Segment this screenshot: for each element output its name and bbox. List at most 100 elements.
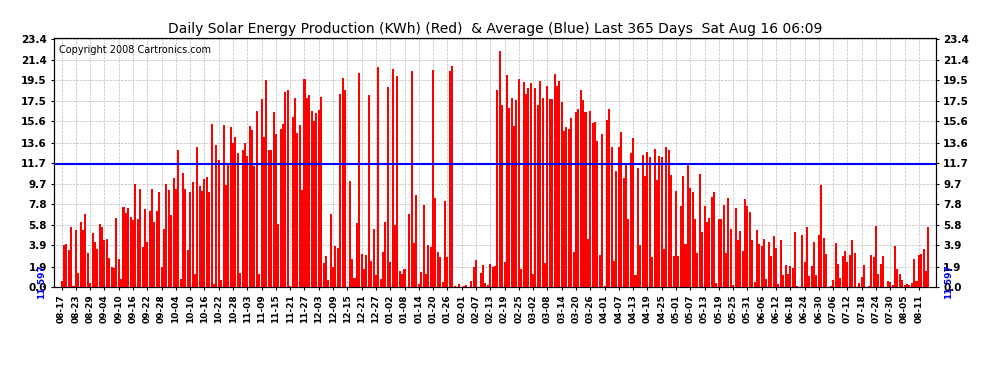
Bar: [813, 242, 815, 287]
Bar: [408, 214, 410, 287]
Bar: [551, 99, 553, 287]
Text: 11.597: 11.597: [37, 264, 46, 299]
Bar: [199, 186, 201, 287]
Bar: [344, 90, 346, 287]
Bar: [160, 267, 162, 287]
Bar: [868, 286, 870, 287]
Bar: [360, 254, 362, 287]
Bar: [330, 214, 332, 287]
Bar: [244, 144, 246, 287]
Bar: [537, 105, 539, 287]
Bar: [82, 230, 84, 287]
Bar: [706, 222, 708, 287]
Bar: [458, 284, 460, 287]
Bar: [806, 227, 808, 287]
Bar: [746, 206, 748, 287]
Bar: [392, 69, 394, 287]
Bar: [889, 282, 891, 287]
Bar: [258, 274, 260, 287]
Bar: [882, 256, 884, 287]
Bar: [318, 110, 320, 287]
Bar: [816, 275, 818, 287]
Bar: [725, 254, 727, 287]
Bar: [520, 269, 522, 287]
Bar: [130, 217, 132, 287]
Bar: [877, 274, 879, 287]
Bar: [887, 281, 889, 287]
Bar: [453, 286, 455, 287]
Bar: [830, 286, 832, 287]
Bar: [225, 185, 227, 287]
Bar: [928, 226, 930, 287]
Bar: [670, 175, 672, 287]
Bar: [875, 226, 877, 287]
Bar: [644, 176, 646, 287]
Bar: [191, 182, 194, 287]
Bar: [653, 149, 655, 287]
Bar: [404, 269, 406, 287]
Bar: [125, 213, 127, 287]
Bar: [632, 138, 635, 287]
Bar: [718, 219, 720, 287]
Bar: [472, 267, 474, 287]
Bar: [892, 285, 894, 287]
Bar: [684, 243, 686, 287]
Bar: [446, 257, 448, 287]
Bar: [240, 273, 242, 287]
Bar: [665, 147, 667, 287]
Bar: [748, 212, 750, 287]
Bar: [630, 153, 632, 287]
Bar: [858, 283, 860, 287]
Bar: [763, 239, 765, 287]
Bar: [96, 249, 98, 287]
Bar: [553, 74, 555, 287]
Bar: [211, 124, 213, 287]
Bar: [572, 252, 574, 287]
Bar: [75, 230, 77, 287]
Bar: [235, 137, 237, 287]
Bar: [863, 265, 865, 287]
Bar: [568, 129, 570, 287]
Bar: [475, 260, 477, 287]
Bar: [482, 265, 484, 287]
Bar: [70, 227, 72, 287]
Bar: [909, 285, 911, 287]
Bar: [87, 253, 89, 287]
Bar: [594, 122, 596, 287]
Bar: [177, 150, 179, 287]
Bar: [420, 272, 422, 287]
Bar: [740, 231, 742, 287]
Bar: [651, 256, 653, 287]
Bar: [733, 285, 735, 287]
Bar: [628, 219, 630, 287]
Bar: [713, 192, 715, 287]
Bar: [544, 263, 546, 287]
Bar: [260, 99, 262, 287]
Bar: [323, 263, 325, 287]
Bar: [758, 243, 760, 287]
Bar: [784, 265, 786, 287]
Bar: [542, 98, 544, 287]
Bar: [399, 271, 401, 287]
Bar: [111, 267, 113, 287]
Bar: [548, 99, 550, 287]
Bar: [272, 112, 274, 287]
Bar: [596, 141, 598, 287]
Bar: [618, 147, 620, 287]
Bar: [387, 87, 389, 287]
Bar: [689, 188, 691, 287]
Bar: [735, 208, 737, 287]
Bar: [204, 179, 206, 287]
Bar: [899, 274, 901, 287]
Bar: [394, 225, 396, 287]
Bar: [142, 247, 144, 287]
Bar: [132, 220, 134, 287]
Bar: [646, 152, 648, 287]
Bar: [118, 259, 120, 287]
Bar: [367, 94, 370, 287]
Bar: [194, 274, 196, 287]
Bar: [72, 286, 74, 287]
Bar: [170, 215, 172, 287]
Bar: [660, 157, 662, 287]
Bar: [708, 217, 711, 287]
